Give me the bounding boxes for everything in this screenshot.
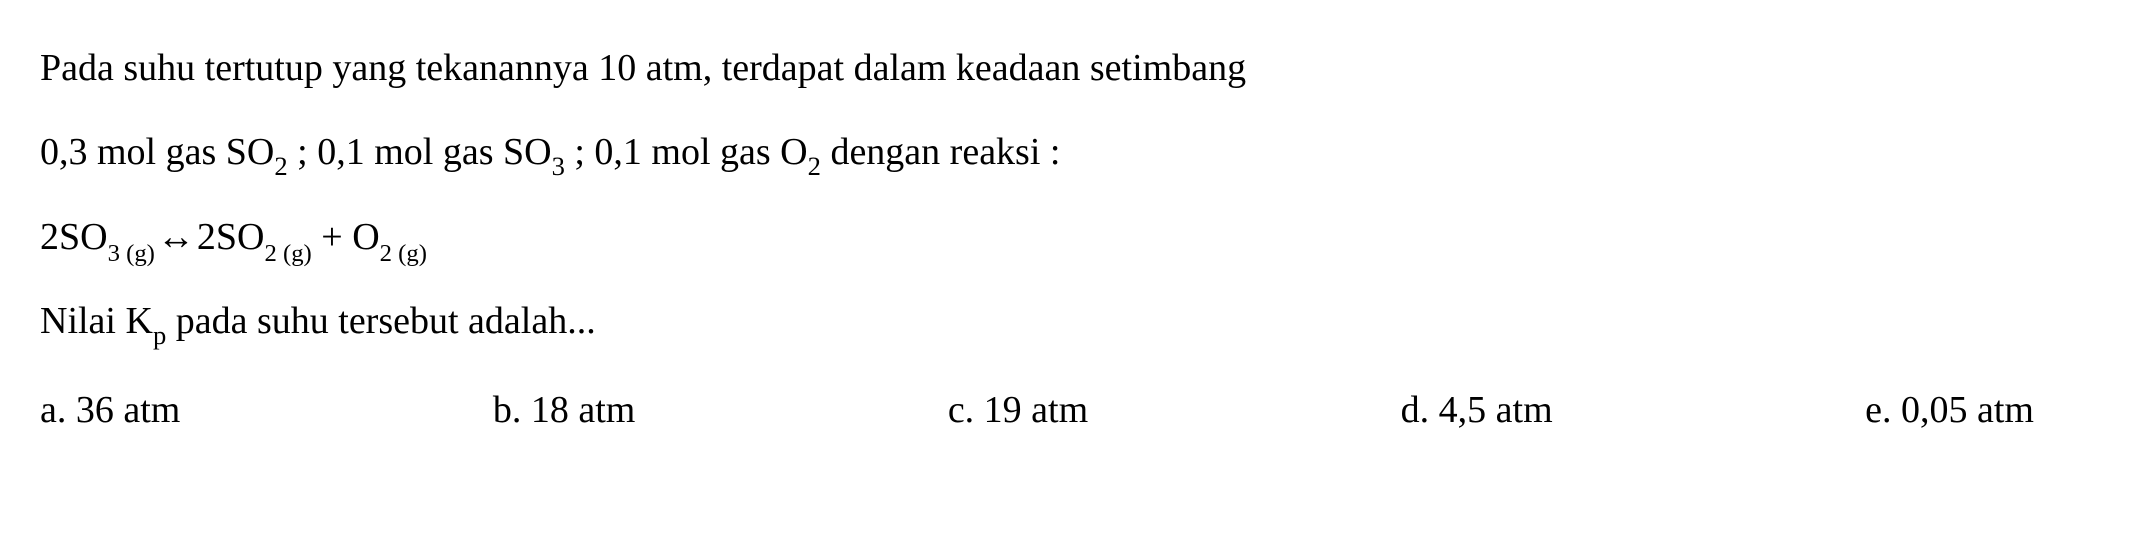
text-l2-prefix: 0,3 mol gas SO — [40, 131, 274, 173]
text-l2-mid1: ; 0,1 mol gas SO — [288, 131, 552, 173]
text-l2-suffix: dengan reaksi : — [821, 131, 1061, 173]
text-l4-prefix: Nilai K — [40, 300, 153, 342]
reaction-equation: 2SO3 (g) ↔ 2SO2 (g) + O2 (g) — [40, 199, 2094, 275]
eq-sub2: 2 (g) — [264, 240, 311, 267]
eq-plus: + O — [312, 216, 380, 258]
question-block: Pada suhu tertutup yang tekanannya 10 at… — [40, 30, 2094, 448]
question-line-2: 0,3 mol gas SO2 ; 0,1 mol gas SO3 ; 0,1 … — [40, 114, 2094, 191]
option-b: b. 18 atm — [493, 372, 635, 448]
option-a: a. 36 atm — [40, 372, 180, 448]
sub-kp: p — [153, 320, 166, 350]
eq-part1: 2SO — [40, 216, 108, 258]
eq-sub3: 2 (g) — [380, 240, 427, 267]
text-l4-suffix: pada suhu tersebut adalah... — [166, 300, 595, 342]
sub-so3: 3 — [552, 151, 565, 181]
equilibrium-arrow-icon: ↔ — [155, 199, 197, 275]
sub-o2: 2 — [808, 151, 821, 181]
question-line-4: Nilai Kp pada suhu tersebut adalah... — [40, 283, 2094, 360]
option-c: c. 19 atm — [948, 372, 1088, 448]
option-d: d. 4,5 atm — [1401, 372, 1553, 448]
sub-so2: 2 — [274, 151, 287, 181]
eq-sub1: 3 (g) — [108, 240, 155, 267]
question-line-1: Pada suhu tertutup yang tekanannya 10 at… — [40, 30, 2094, 106]
text-line1: Pada suhu tertutup yang tekanannya 10 at… — [40, 47, 1246, 89]
eq-part2: 2SO — [197, 216, 265, 258]
option-e: e. 0,05 atm — [1865, 372, 2034, 448]
answer-options: a. 36 atm b. 18 atm c. 19 atm d. 4,5 atm… — [40, 372, 2094, 448]
text-l2-mid2: ; 0,1 mol gas O — [565, 131, 808, 173]
